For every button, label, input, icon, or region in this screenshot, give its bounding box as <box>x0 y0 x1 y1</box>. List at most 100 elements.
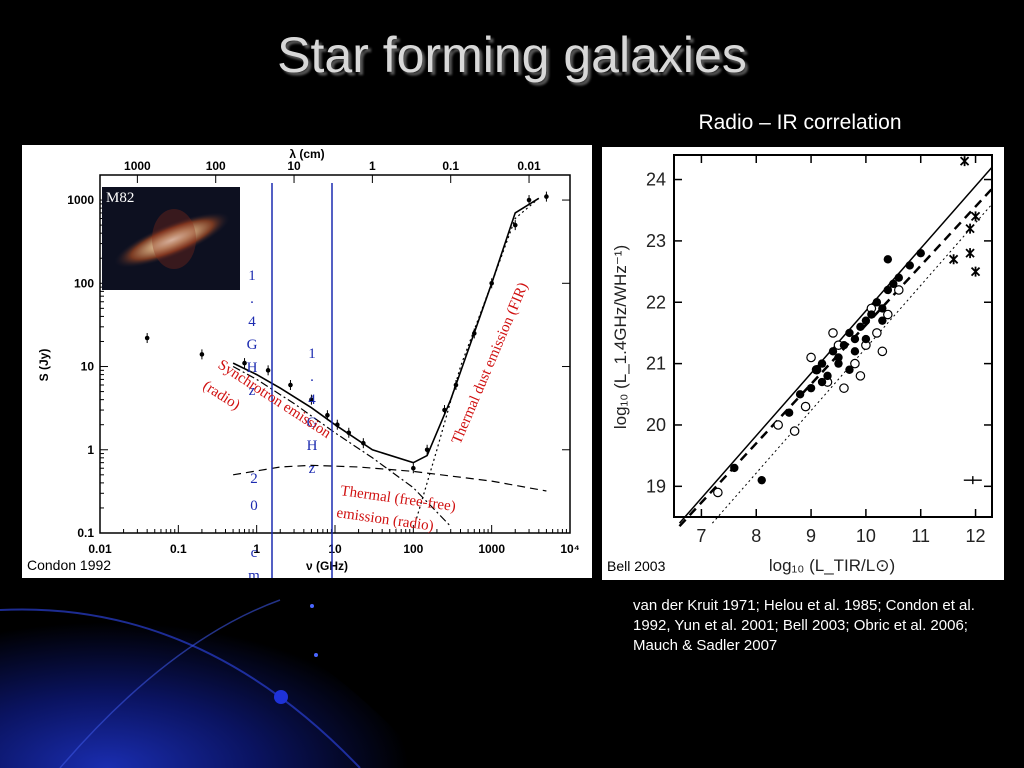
filled-point <box>834 359 843 368</box>
open-point <box>839 383 849 393</box>
slide-subtitle: Radio – IR correlation <box>698 111 902 134</box>
marker-1-letter: z <box>249 383 256 399</box>
y-tick-label: 19 <box>646 476 666 496</box>
filled-point <box>883 285 893 295</box>
filled-point <box>856 322 865 331</box>
x-tick-label: 100 <box>403 542 423 556</box>
marker-2-letter: 4 <box>308 392 316 408</box>
data-point <box>199 352 205 357</box>
open-point <box>773 420 783 430</box>
data-point <box>544 194 549 199</box>
y-tick-label: 24 <box>646 170 666 190</box>
x2-axis-label: λ (cm) <box>289 147 324 161</box>
star-point <box>948 254 959 265</box>
open-point <box>806 352 816 363</box>
filled-point <box>817 377 827 387</box>
marker-1-letter: . <box>250 291 254 307</box>
marker-2-letter: 1 <box>308 346 316 362</box>
open-point <box>883 309 893 320</box>
filled-point <box>850 347 860 356</box>
x2-tick-label: 0.01 <box>517 159 541 173</box>
filled-point <box>834 353 843 362</box>
data-point <box>144 335 150 341</box>
marker-20cm-letter: 0 <box>250 498 258 514</box>
marker-2-letter: G <box>307 415 318 431</box>
y-tick-label: 22 <box>646 292 666 312</box>
y-tick-label: 21 <box>646 354 666 374</box>
y-tick-label: 1000 <box>67 193 94 207</box>
open-point <box>872 328 882 338</box>
filled-point <box>878 304 887 313</box>
y-tick-label: 1 <box>87 443 94 457</box>
data-point <box>288 382 293 388</box>
filled-point <box>845 365 854 374</box>
data-point <box>442 407 447 413</box>
filled-point <box>839 341 849 350</box>
galaxy-outflow <box>152 209 196 269</box>
slide-title: Star forming galaxies <box>277 27 747 83</box>
star-point <box>970 211 981 222</box>
filled-point <box>784 408 794 417</box>
marker-20cm-letter: c <box>251 545 258 561</box>
x2-tick-label: 1000 <box>124 159 151 173</box>
y-tick-label: 100 <box>74 276 94 290</box>
x2-tick-label: 100 <box>206 159 226 173</box>
fit-line-dotted <box>712 203 993 524</box>
filled-point <box>872 298 882 307</box>
x2-tick-label: 1 <box>369 159 376 173</box>
references-text: van der Kruit 1971; Helou et al. 1985; C… <box>633 597 975 654</box>
x-axis-label: log₁₀ (L_TIR/L⊙) <box>769 556 895 575</box>
filled-point <box>916 248 925 258</box>
x2-tick-label: 10 <box>287 159 301 173</box>
x-tick-label: 1 <box>253 542 260 556</box>
data-point <box>411 465 416 471</box>
filled-point <box>889 279 898 289</box>
left-figure-panel: 0.01 0.1 1 10 100 1000 10⁴ 1000 100 10 1 0.1 0.01 λ (… <box>22 145 592 584</box>
filled-point <box>795 390 805 399</box>
data-point <box>309 397 314 402</box>
marker-20cm-letter: 2 <box>250 471 258 487</box>
data-point <box>346 430 352 436</box>
right-figure-caption: Bell 2003 <box>607 558 666 574</box>
open-point <box>855 371 866 381</box>
filled-point <box>894 273 903 282</box>
data-point <box>265 368 271 373</box>
star-point <box>959 156 970 167</box>
data-point <box>424 447 430 453</box>
x-tick-label: 9 <box>806 526 816 546</box>
y-tick-label: 0.1 <box>77 526 94 540</box>
error-cross <box>963 476 982 485</box>
y-axis-label: S (Jy) <box>37 349 51 382</box>
filled-point <box>850 334 860 344</box>
filled-point <box>845 328 854 338</box>
x-tick-label: 10⁴ <box>560 542 579 556</box>
filled-point <box>883 255 893 264</box>
marker-1-letter: 1 <box>248 268 256 284</box>
data-point <box>489 280 494 286</box>
x-tick-label: 10 <box>856 526 876 546</box>
data-point <box>242 360 247 366</box>
filled-point <box>730 463 739 473</box>
x-tick-label: 0.01 <box>88 542 112 556</box>
y-tick-label: 23 <box>646 231 666 251</box>
filled-point <box>905 261 914 270</box>
data-point <box>335 422 340 428</box>
data-point <box>361 440 366 446</box>
y-tick-label: 20 <box>646 415 666 435</box>
marker-2-letter: . <box>310 369 314 385</box>
star-point <box>970 266 981 277</box>
open-point <box>828 328 838 338</box>
filled-point <box>828 347 838 356</box>
series-line-total <box>232 197 540 464</box>
data-point <box>512 222 518 228</box>
filled-point <box>867 310 876 319</box>
open-point <box>789 426 800 436</box>
radio-ir-scatter-chart: 7 8 9 10 11 12 19 20 21 22 23 24 log₁₀ (L_TIR/L⊙) log… <box>611 154 993 575</box>
marker-20cm-letter: m <box>248 568 260 578</box>
x-tick-label: 12 <box>966 526 986 546</box>
filled-point <box>823 371 832 381</box>
data-point <box>453 382 459 388</box>
filled-point <box>878 316 887 325</box>
marker-2-letter: H <box>307 438 318 454</box>
